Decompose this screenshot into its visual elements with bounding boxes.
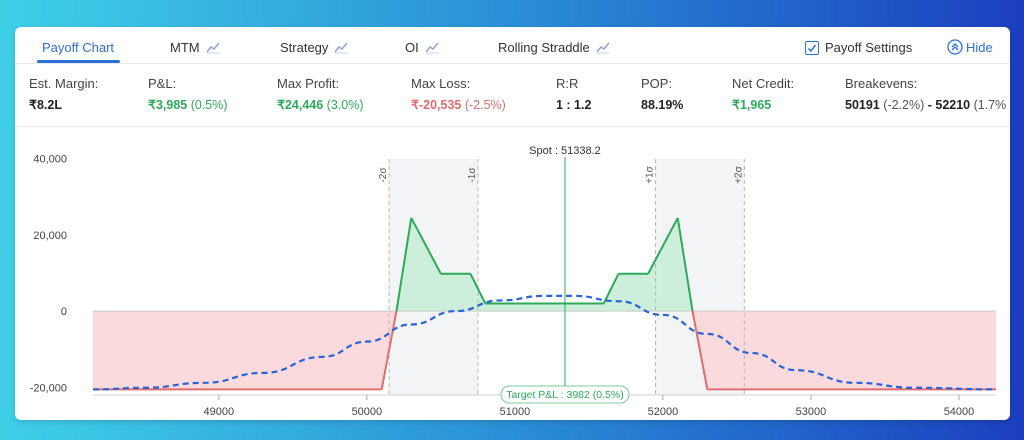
stats-row: Est. Margin: ₹8.2L P&L: ₹3,985 (0.5%) Ma…: [15, 64, 1010, 127]
sigma-label: +2σ: [733, 165, 744, 183]
stat-label: Max Profit:: [277, 76, 340, 91]
hide-button[interactable]: Hide: [947, 39, 993, 55]
stat-value: ₹8.2L: [29, 98, 62, 112]
payoff-settings-toggle[interactable]: Payoff Settings: [805, 40, 912, 55]
stat-value: ₹24,446: [277, 98, 324, 112]
y-tick-label: 0: [61, 306, 67, 318]
expiry-payoff-segment: [691, 310, 709, 390]
stat-risk-reward: R:R 1 : 1.2: [556, 76, 591, 114]
tab-bar: Payoff Chart MTM Strategy OI Rolling Str…: [15, 27, 1010, 64]
stat-pop: POP: 88.19%: [641, 76, 683, 114]
x-tick-label: 50000: [352, 406, 383, 418]
tab-label: Rolling Straddle: [498, 40, 590, 55]
stat-pct: (3.0%): [326, 98, 364, 112]
y-tick-label: 40,000: [33, 154, 67, 166]
tab-label: Payoff Chart: [42, 40, 115, 55]
breakeven-upper-pct: (1.7%: [973, 98, 1007, 112]
stat-net-credit: Net Credit: ₹1,965: [732, 76, 794, 114]
x-tick-label: 49000: [204, 406, 235, 418]
loss-area: [93, 311, 996, 390]
active-tab-indicator: [37, 60, 120, 63]
checkbox-icon[interactable]: [805, 40, 819, 55]
sigma-label: +1σ: [645, 165, 656, 183]
x-tick-label: 52000: [648, 406, 679, 418]
stat-value: 88.19%: [641, 98, 684, 112]
payoff-panel: Payoff Chart MTM Strategy OI Rolling Str…: [15, 27, 1010, 420]
breakeven-lower: 50191: [845, 98, 880, 112]
stat-margin: Est. Margin: ₹8.2L: [29, 76, 98, 114]
sigma-label: -1σ: [467, 167, 478, 183]
expiry-payoff-segment: [410, 217, 442, 275]
stat-label: P&L:: [148, 76, 177, 91]
target-payoff-line: [92, 294, 997, 391]
stat-label: Breakevens:: [845, 76, 918, 91]
stat-value: ₹-20,535: [411, 98, 462, 112]
hide-label: Hide: [966, 39, 993, 55]
trend-chart-icon: [206, 42, 220, 54]
target-pnl-badge: [500, 385, 630, 404]
stat-value: ₹3,985: [148, 98, 188, 112]
breakeven-upper: 52210: [935, 98, 971, 112]
stat-value: 1 : 1.2: [556, 98, 592, 112]
expiry-payoff-segment: [380, 310, 398, 390]
stat-pnl: P&L: ₹3,985 (0.5%): [148, 76, 228, 114]
stat-label: Max Loss:: [411, 76, 471, 91]
tab-label: Strategy: [280, 40, 329, 55]
tab-label: OI: [405, 40, 419, 55]
stat-max-profit: Max Profit: ₹24,446 (3.0%): [277, 76, 364, 114]
chevrons-up-circle-icon: [947, 39, 963, 55]
stat-label: Net Credit:: [732, 76, 795, 91]
breakeven-lower-pct: (-2.2%): [883, 98, 925, 112]
stat-max-loss: Max Loss: ₹-20,535 (-2.5%): [411, 76, 506, 114]
y-tick-label: -20,000: [30, 382, 67, 394]
trend-chart-icon: [334, 42, 349, 54]
expiry-payoff-segment: [602, 273, 620, 304]
payoff-chart: -2σ -1σ +1σ +2σ Spot : 51338.2 40,000 20,000 0 -…: [30, 145, 997, 418]
tab-label: MTM: [170, 40, 200, 55]
breakeven-separator: -: [927, 98, 932, 112]
stat-breakevens: Breakevens: 50191 (-2.2%) - 52210 (1.7%: [845, 76, 1006, 114]
stat-label: Est. Margin:: [29, 76, 99, 91]
tab-strategy[interactable]: Strategy: [280, 40, 349, 55]
trend-chart-icon: [596, 42, 610, 54]
trend-chart-icon: [425, 42, 439, 54]
tab-payoff-chart[interactable]: Payoff Chart: [42, 40, 114, 55]
stat-label: R:R: [556, 76, 579, 91]
spot-label: Spot : 51338.2: [529, 145, 601, 157]
expiry-payoff-segment: [676, 217, 694, 312]
stat-value: ₹1,965: [732, 98, 772, 112]
x-tick-label: 54000: [944, 406, 975, 418]
payoff-settings-label: Payoff Settings: [825, 40, 913, 55]
check-icon: [807, 44, 817, 52]
stat-pct: (-2.5%): [464, 98, 506, 112]
tab-rolling-straddle[interactable]: Rolling Straddle: [498, 40, 611, 55]
y-tick-label: 20,000: [33, 230, 67, 242]
expiry-payoff-segment: [469, 273, 487, 304]
x-tick-label: 51000: [500, 406, 531, 418]
sigma-label: -2σ: [378, 167, 389, 183]
expiry-payoff-segment: [647, 217, 679, 275]
tab-oi[interactable]: OI: [405, 40, 440, 55]
target-pnl-label: Target P&L : 3982 (0.5%): [506, 389, 624, 401]
expiry-payoff-segment: [395, 217, 413, 312]
x-tick-label: 53000: [796, 406, 827, 418]
stat-label: POP:: [641, 76, 673, 91]
tab-mtm[interactable]: MTM: [170, 40, 221, 55]
stat-pct: (0.5%): [190, 98, 228, 112]
